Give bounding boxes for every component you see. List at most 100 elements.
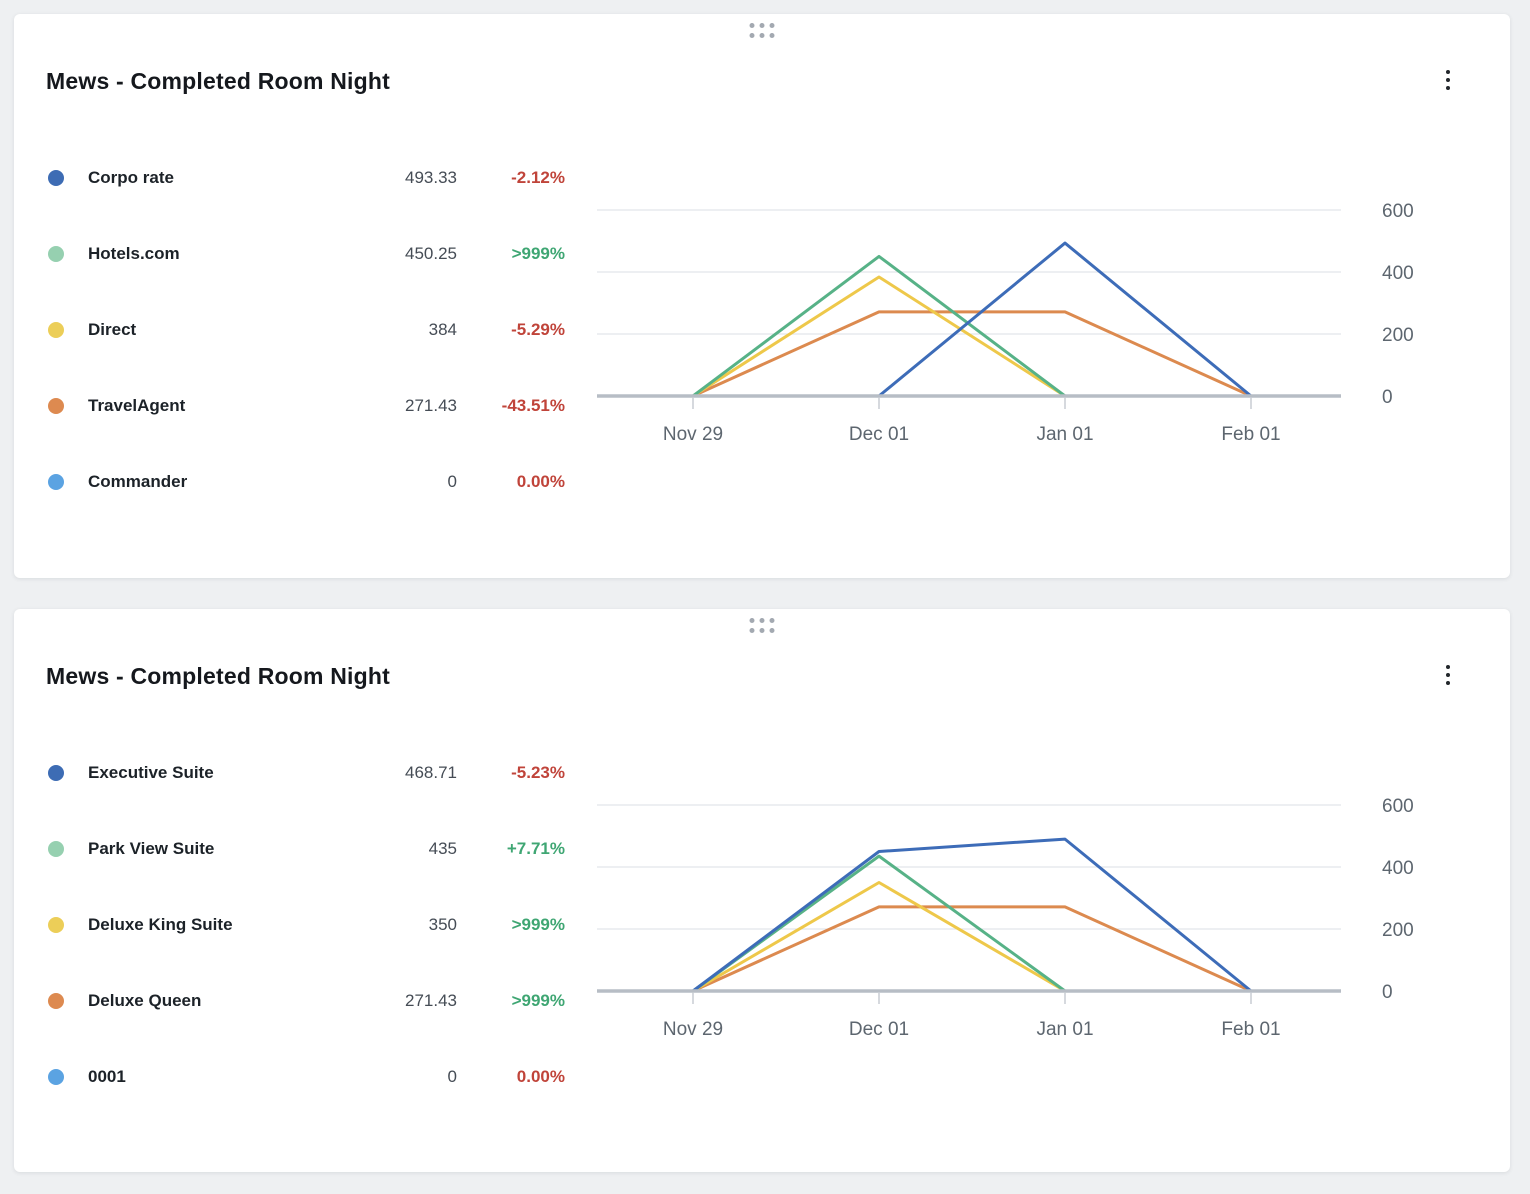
series-label: Corpo rate — [88, 168, 174, 187]
drag-handle-icon[interactable] — [749, 618, 775, 633]
series-line-corpo-rate — [877, 241, 1253, 398]
legend-item[interactable]: TravelAgent 271.43 -43.51% — [48, 368, 565, 444]
series-line-travelagent — [691, 310, 1253, 398]
series-label: TravelAgent — [88, 396, 186, 415]
series-color-dot — [48, 993, 64, 1009]
drag-dot — [769, 628, 775, 633]
series-value: 384 — [428, 320, 457, 339]
series-color-dot — [48, 1069, 64, 1085]
series-label: Deluxe King Suite — [88, 915, 233, 934]
kebab-dot — [1446, 78, 1450, 82]
legend-item[interactable]: Deluxe Queen 271.43 >999% — [48, 963, 565, 1039]
series-color-dot — [48, 322, 64, 338]
x-axis-label: Dec 01 — [849, 1019, 909, 1040]
legend-item[interactable]: Park View Suite 435 +7.71% — [48, 811, 565, 887]
chart-card-2: Mews - Completed Room Night Executive Su… — [14, 609, 1510, 1172]
series-color-dot — [48, 841, 64, 857]
series-color-dot — [48, 170, 64, 186]
drag-dot — [769, 23, 775, 28]
series-color-dot — [48, 246, 64, 262]
legend-item[interactable]: Hotels.com 450.25 >999% — [48, 216, 565, 292]
series-change: >999% — [511, 244, 565, 263]
chart-legend: Executive Suite 468.71 -5.23% Park View … — [48, 735, 565, 1115]
series-label: Executive Suite — [88, 763, 214, 782]
series-change: >999% — [511, 991, 565, 1010]
series-label: Deluxe Queen — [88, 991, 202, 1010]
kebab-dot — [1446, 673, 1450, 677]
card-title: Mews - Completed Room Night — [46, 68, 391, 94]
y-axis-label: 400 — [1382, 858, 1414, 879]
y-axis-label: 200 — [1382, 920, 1414, 941]
series-line-park-view-suite — [691, 854, 1067, 993]
series-change: -2.12% — [511, 168, 565, 187]
drag-dot — [759, 33, 765, 38]
series-value: 468.71 — [405, 763, 457, 782]
series-value: 350 — [428, 915, 457, 934]
drag-dot — [769, 618, 775, 623]
x-axis-label: Dec 01 — [849, 424, 909, 445]
kebab-dot — [1446, 70, 1450, 74]
legend-item[interactable]: Direct 384 -5.29% — [48, 292, 565, 368]
series-line-direct — [691, 275, 1067, 398]
card-title: Mews - Completed Room Night — [46, 663, 391, 689]
x-axis-label: Nov 29 — [663, 424, 723, 445]
series-change: 0.00% — [516, 1067, 565, 1086]
drag-dot — [749, 628, 755, 633]
series-change: >999% — [511, 915, 565, 934]
series-value: 450.25 — [405, 244, 457, 263]
series-color-dot — [48, 765, 64, 781]
series-change: -5.23% — [511, 763, 565, 782]
series-line-executive-suite — [691, 837, 1253, 993]
y-axis-label: 600 — [1382, 796, 1414, 817]
line-chart-svg: Nov 29 Dec 01 Jan 01 Feb 01 0 200 400 600 — [597, 201, 1414, 445]
drag-dot — [749, 618, 755, 623]
series-value: 493.33 — [405, 168, 457, 187]
series-value: 0 — [447, 1067, 457, 1086]
kebab-menu-icon[interactable] — [1442, 661, 1454, 689]
drag-dot — [749, 23, 755, 28]
series-line-hotels-com — [691, 254, 1067, 398]
legend-item[interactable]: Commander 0 0.00% — [48, 444, 565, 520]
legend-item[interactable]: 0001 0 0.00% — [48, 1039, 565, 1115]
series-change: +7.71% — [506, 839, 565, 858]
y-axis-label: 0 — [1382, 387, 1393, 408]
legend-item[interactable]: Corpo rate 493.33 -2.12% — [48, 140, 565, 216]
chart-card-1: Mews - Completed Room Night Corpo rate 4… — [14, 14, 1510, 578]
y-axis-label: 400 — [1382, 263, 1414, 284]
drag-dot — [759, 628, 765, 633]
series-value: 0 — [447, 472, 457, 491]
line-chart-svg: Nov 29 Dec 01 Jan 01 Feb 01 0 200 400 600 — [597, 796, 1414, 1040]
legend-item[interactable]: Deluxe King Suite 350 >999% — [48, 887, 565, 963]
x-axis-label: Feb 01 — [1221, 1019, 1280, 1040]
drag-dot — [759, 618, 765, 623]
series-label: Park View Suite — [88, 839, 215, 858]
line-chart[interactable]: Nov 29 Dec 01 Jan 01 Feb 01 0 200 400 600 — [589, 769, 1509, 1059]
x-axis-label: Jan 01 — [1036, 1019, 1093, 1040]
kebab-dot — [1446, 665, 1450, 669]
kebab-menu-icon[interactable] — [1442, 66, 1454, 94]
series-label: Direct — [88, 320, 137, 339]
series-line-deluxe-king-suite — [691, 881, 1067, 993]
y-axis-label: 600 — [1382, 201, 1414, 222]
legend-item[interactable]: Executive Suite 468.71 -5.23% — [48, 735, 565, 811]
drag-dot — [769, 33, 775, 38]
kebab-dot — [1446, 681, 1450, 685]
series-change: -5.29% — [511, 320, 565, 339]
y-axis-label: 0 — [1382, 982, 1393, 1003]
x-axis-label: Nov 29 — [663, 1019, 723, 1040]
series-value: 271.43 — [405, 396, 457, 415]
line-chart[interactable]: Nov 29 Dec 01 Jan 01 Feb 01 0 200 400 600 — [589, 174, 1509, 464]
series-label: Commander — [88, 472, 188, 491]
y-axis-label: 200 — [1382, 325, 1414, 346]
chart-legend: Corpo rate 493.33 -2.12% Hotels.com 450.… — [48, 140, 565, 520]
series-value: 271.43 — [405, 991, 457, 1010]
drag-dot — [749, 33, 755, 38]
series-color-dot — [48, 398, 64, 414]
series-value: 435 — [428, 839, 457, 858]
x-axis-label: Feb 01 — [1221, 424, 1280, 445]
series-change: -43.51% — [501, 396, 565, 415]
drag-handle-icon[interactable] — [749, 23, 775, 38]
kebab-dot — [1446, 86, 1450, 90]
drag-dot — [759, 23, 765, 28]
series-change: 0.00% — [516, 472, 565, 491]
